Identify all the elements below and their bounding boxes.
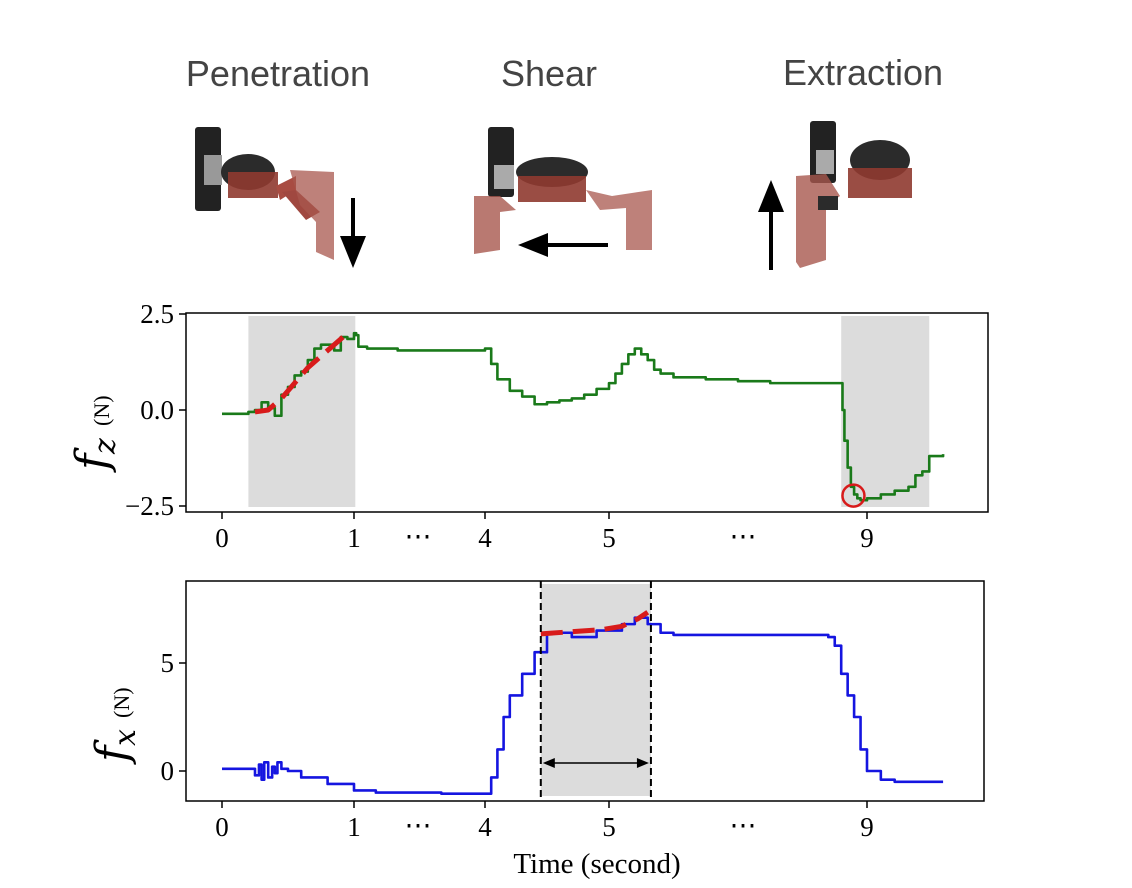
fz-xtick-label-1: 1 [347,523,361,553]
gripper-illustration-shear [474,127,652,257]
fx-interval-arrow-head-right [636,758,649,768]
phase-title-shear: Shear [501,53,597,94]
fx-xtick-label-1: 1 [347,812,361,842]
fz-y-axis-label: f z (N) [67,395,123,473]
fz-y-label-sub: z [88,438,123,455]
fz-xtick-label-2: 4 [478,523,492,553]
fx-axis-break-1: ⋯ [730,810,757,840]
fz-ytick-label-0: 2.5 [140,299,174,329]
fx-xtick-label-3: 5 [602,812,616,842]
fz-axis-break-1: ⋯ [730,521,757,551]
fx-y-axis-label: f x (N) [87,687,143,765]
fx-shaded-region-0 [540,584,651,796]
gripper-illustration-extraction [758,121,912,270]
fx-xtick-label-4: 9 [860,812,874,842]
phase-title-penetration: Penetration [186,53,370,94]
fx-axis-break-0: ⋯ [405,810,432,840]
fx-y-label-sub: x [108,729,143,746]
fx-axes-frame [185,580,985,802]
fz-axes-frame [185,312,989,513]
fz-ytick-label-1: 0.0 [140,395,174,425]
fx-series-fit-curve [540,610,650,637]
fz-axis-break-0: ⋯ [405,521,432,551]
fz-ytick-label-2: −2.5 [125,491,174,521]
fz-xtick-label-4: 9 [860,523,874,553]
fx-interval-arrow-head-left [542,758,555,768]
fz-force-chart: 2.5 0.0 −2.5 0 1 4 5 9 ⋯ ⋯ f z (N) [67,299,989,553]
fx-ytick-label-0: 5 [161,648,175,678]
fz-series-fit-curve [254,331,350,415]
fx-y-label-unit: (N) [109,687,134,718]
fx-series-measured [222,616,944,795]
fx-xtick-label-2: 4 [478,812,492,842]
fz-y-label-unit: (N) [89,395,114,426]
fz-xtick-label-3: 5 [602,523,616,553]
gripper-illustration-penetration [195,127,366,268]
fz-xtick-label-0: 0 [215,523,229,553]
fx-force-chart: 5 0 0 1 4 5 9 ⋯ ⋯ f x (N) Time (second) [87,580,985,880]
fz-series-measured [222,331,945,502]
fx-x-axis-label: Time (second) [513,848,680,880]
phase-title-extraction: Extraction [783,52,943,93]
fx-ytick-label-1: 0 [161,756,175,786]
fz-min-marker [841,483,866,508]
fx-xtick-label-0: 0 [215,812,229,842]
